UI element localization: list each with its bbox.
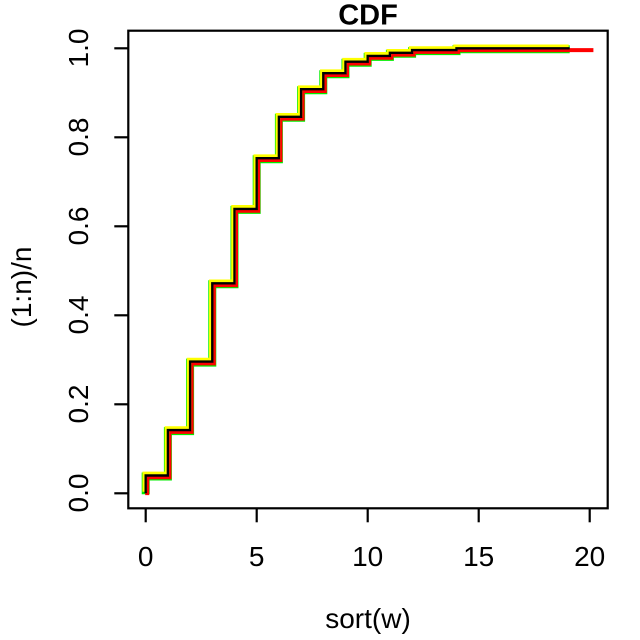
series-red-cdf (145, 48, 594, 496)
series-black-cdf (144, 47, 570, 494)
x-tick-label: 5 (248, 541, 265, 572)
x-tick-label: 20 (574, 541, 606, 572)
y-tick-label: 0.4 (63, 295, 94, 335)
y-tick-label: 0.0 (63, 473, 94, 513)
x-axis-label: sort(w) (325, 603, 411, 634)
plot-box (127, 29, 609, 510)
y-axis-label: (1:n)/n (6, 246, 37, 328)
series-yellow-cdf (142, 44, 569, 492)
x-tick-label: 15 (463, 541, 495, 572)
series-green-cdf (141, 45, 570, 495)
x-tick-label: 10 (352, 541, 384, 572)
y-tick-label: 0.6 (63, 206, 94, 246)
y-tick-label: 0.2 (63, 384, 94, 424)
plot-title: CDF (338, 0, 398, 32)
x-tick-label: 0 (137, 541, 154, 572)
y-tick-label: 1.0 (63, 28, 94, 68)
y-tick-label: 0.8 (63, 117, 94, 157)
